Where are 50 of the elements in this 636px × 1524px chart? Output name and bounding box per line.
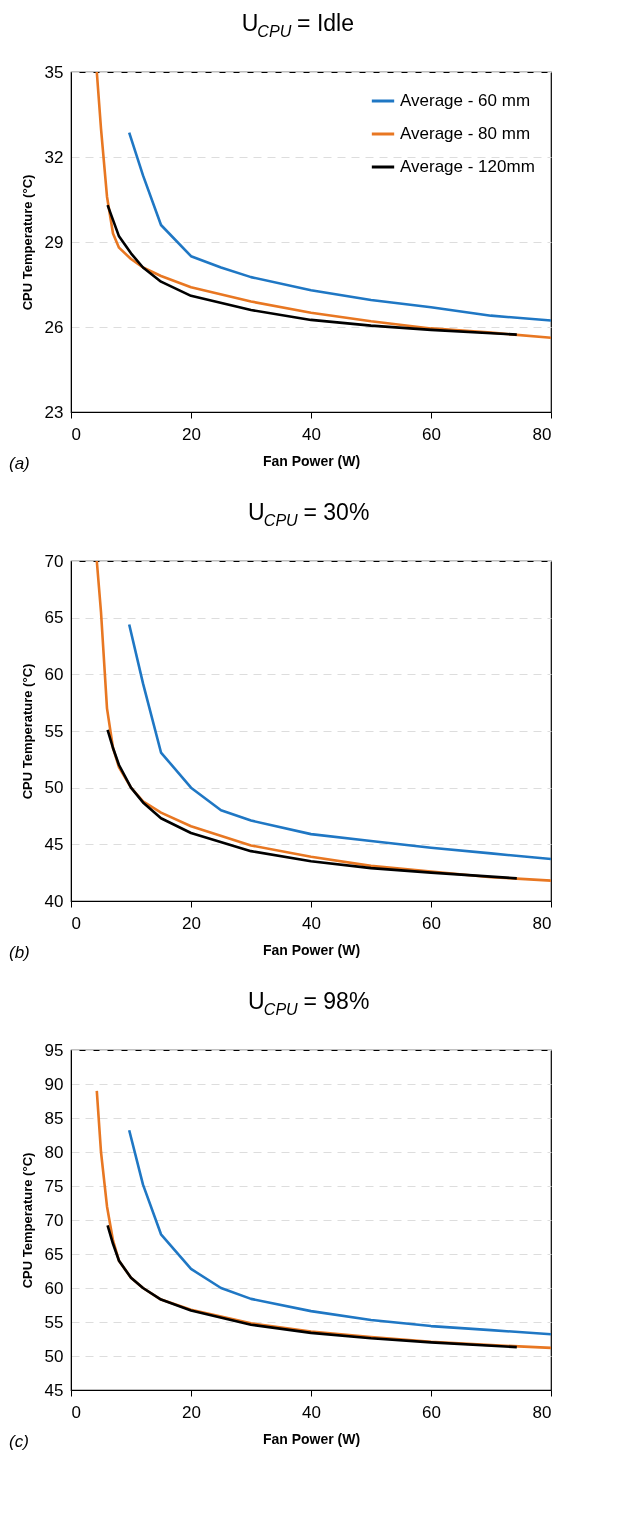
y-tick-label: 95: [44, 1040, 64, 1060]
legend-label: Average - 80 mm: [400, 124, 531, 143]
y-tick-label: 50: [44, 1346, 64, 1366]
x-tick-label: 80: [532, 1402, 552, 1422]
y-tick-label: 75: [44, 1176, 64, 1196]
y-tick-label: 60: [44, 1278, 64, 1298]
y-tick-label: 70: [44, 1210, 64, 1230]
y-tick-label: 32: [44, 147, 64, 167]
y-tick-label: 70: [44, 551, 64, 571]
x-tick-label: 20: [182, 1402, 201, 1422]
y-tick-label: 45: [44, 1380, 64, 1400]
text: (a): [9, 454, 30, 473]
y-tick-label: 29: [44, 232, 64, 252]
x-axis-title: Fan Power (W): [262, 452, 361, 469]
x-tick-label: 40: [302, 424, 321, 444]
x-axis-title: Fan Power (W): [262, 1430, 361, 1447]
y-tick-label: 23: [44, 402, 64, 422]
x-tick-label: 60: [422, 1402, 441, 1422]
y-tick-label: 55: [44, 1312, 64, 1332]
x-tick-label: 40: [302, 913, 321, 933]
x-axis-title: Fan Power (W): [262, 941, 361, 958]
y-tick-label: 85: [44, 1108, 64, 1128]
legend-label: Average - 120mm: [400, 157, 535, 176]
x-tick-label: 40: [302, 1402, 321, 1422]
text: (b): [9, 943, 30, 962]
y-tick-label: 60: [44, 664, 64, 684]
x-tick-label: 20: [182, 424, 201, 444]
y-tick-label: 55: [44, 721, 64, 741]
y-tick-label: 50: [44, 778, 64, 798]
text: (c): [9, 1432, 29, 1451]
y-axis-title: CPU Temperature (°C): [19, 1152, 35, 1289]
y-tick-label: 35: [44, 62, 64, 82]
x-tick-label: 60: [422, 913, 441, 933]
x-tick-label: 60: [422, 424, 441, 444]
x-tick-label: 0: [71, 913, 81, 933]
x-tick-label: 80: [532, 424, 552, 444]
y-axis-title: CPU Temperature (°C): [19, 174, 35, 311]
x-tick-label: 20: [182, 913, 201, 933]
y-tick-label: 80: [44, 1142, 64, 1162]
y-tick-label: 40: [44, 891, 64, 911]
y-tick-label: 65: [44, 1244, 64, 1264]
y-tick-label: 26: [44, 317, 64, 337]
y-tick-label: 45: [44, 834, 64, 854]
y-tick-label: 65: [44, 608, 64, 628]
y-axis-title: CPU Temperature (°C): [19, 663, 35, 800]
legend-label: Average - 60 mm: [400, 91, 531, 110]
x-tick-label: 0: [71, 1402, 81, 1422]
y-tick-label: 90: [44, 1074, 64, 1094]
x-tick-label: 80: [532, 913, 552, 933]
x-tick-label: 0: [71, 424, 81, 444]
